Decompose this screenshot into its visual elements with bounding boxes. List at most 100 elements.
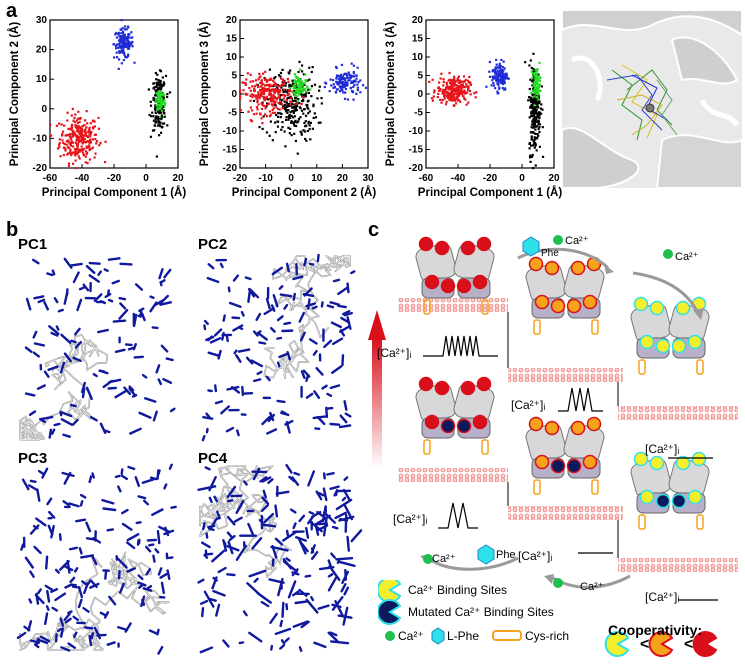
- data-point: [461, 83, 464, 86]
- data-point: [533, 81, 536, 84]
- data-point: [82, 138, 85, 141]
- data-point: [303, 130, 307, 133]
- data-point: [77, 117, 80, 120]
- data-point: [532, 76, 535, 79]
- data-point: [260, 85, 263, 88]
- mode-vector: [205, 427, 209, 434]
- scatter-pc1-pc3: -60 -40 -20 0 20-20-15-10-505101520Principal…: [384, 15, 562, 199]
- mode-vector: [258, 341, 267, 345]
- data-point: [286, 102, 290, 106]
- data-point: [258, 96, 262, 99]
- data-point: [123, 40, 126, 43]
- data-point: [249, 106, 253, 109]
- data-point: [61, 139, 64, 142]
- data-point: [70, 152, 74, 155]
- mode-vector: [40, 415, 54, 421]
- mode-vector: [240, 310, 245, 317]
- data-point: [303, 88, 307, 91]
- data-point: [59, 155, 62, 158]
- data-point: [539, 112, 543, 115]
- mode-vector: [282, 560, 299, 573]
- mode-vector: [85, 265, 96, 274]
- data-point: [352, 85, 355, 89]
- ca-i-label-3: [Ca²⁺]ᵢ: [645, 442, 680, 456]
- data-point: [285, 116, 288, 119]
- data-point: [251, 95, 254, 99]
- mode-vector: [226, 573, 236, 577]
- ca-label-right: Ca²⁺: [675, 251, 699, 263]
- receptor-dimer: [630, 451, 710, 530]
- data-point: [298, 60, 301, 64]
- mode-vector: [59, 410, 63, 417]
- data-point: [537, 90, 540, 93]
- mode-vector: [222, 539, 228, 552]
- data-point: [261, 72, 265, 75]
- mode-vector: [275, 490, 290, 495]
- data-point: [288, 93, 291, 96]
- data-point: [289, 95, 292, 98]
- data-point: [125, 45, 128, 48]
- mode-vector: [121, 508, 129, 515]
- data-point: [301, 90, 304, 93]
- data-point: [534, 72, 537, 76]
- data-point: [64, 149, 67, 152]
- mode-vector: [276, 399, 286, 404]
- data-point: [359, 79, 362, 82]
- data-point: [273, 83, 276, 86]
- data-point: [85, 153, 88, 156]
- data-point: [352, 80, 355, 83]
- mode-vector: [322, 517, 328, 537]
- data-point: [93, 125, 96, 128]
- mode-vector: [60, 418, 74, 426]
- data-point: [286, 91, 289, 94]
- mode-vector: [211, 549, 226, 563]
- data-point: [283, 100, 286, 103]
- data-point: [533, 84, 537, 88]
- y-tick-label: -10: [223, 126, 238, 137]
- data-point: [343, 83, 346, 86]
- data-point: [270, 78, 273, 81]
- data-point: [164, 102, 167, 105]
- data-point: [301, 82, 304, 85]
- mode-vector: [285, 262, 290, 273]
- data-point: [349, 74, 352, 77]
- data-point: [130, 31, 133, 34]
- mode-vector: [284, 637, 290, 643]
- mode-vector: [86, 579, 92, 587]
- data-point: [345, 72, 348, 75]
- data-point: [293, 103, 296, 106]
- mode-vector: [159, 301, 173, 306]
- mode-vector: [232, 324, 244, 332]
- data-point: [160, 98, 163, 102]
- mode-vector: [214, 384, 218, 393]
- data-point: [305, 139, 308, 142]
- data-point: [160, 94, 163, 97]
- data-point: [533, 119, 536, 123]
- mode-vector: [151, 508, 164, 516]
- data-point: [123, 35, 126, 38]
- data-point: [493, 75, 496, 78]
- data-point: [448, 71, 451, 75]
- mode-vector: [208, 476, 217, 492]
- data-point: [300, 132, 303, 135]
- data-point: [338, 90, 342, 93]
- mode-vector: [274, 627, 292, 636]
- mode-vector: [205, 335, 215, 342]
- data-point: [157, 93, 160, 96]
- mode-vector: [331, 525, 339, 530]
- data-point: [359, 91, 362, 94]
- data-point: [83, 129, 87, 132]
- data-point: [265, 105, 268, 108]
- data-point: [529, 154, 532, 157]
- data-point: [279, 101, 282, 104]
- mode-vector: [288, 475, 296, 483]
- data-point: [162, 94, 165, 97]
- mode-vector: [205, 412, 212, 419]
- mode-vector: [337, 560, 356, 568]
- data-point: [89, 132, 92, 136]
- data-point: [272, 88, 276, 91]
- data-point: [502, 60, 505, 63]
- x-tick-label: -10: [258, 173, 273, 184]
- data-point: [441, 98, 444, 102]
- data-point: [166, 124, 169, 127]
